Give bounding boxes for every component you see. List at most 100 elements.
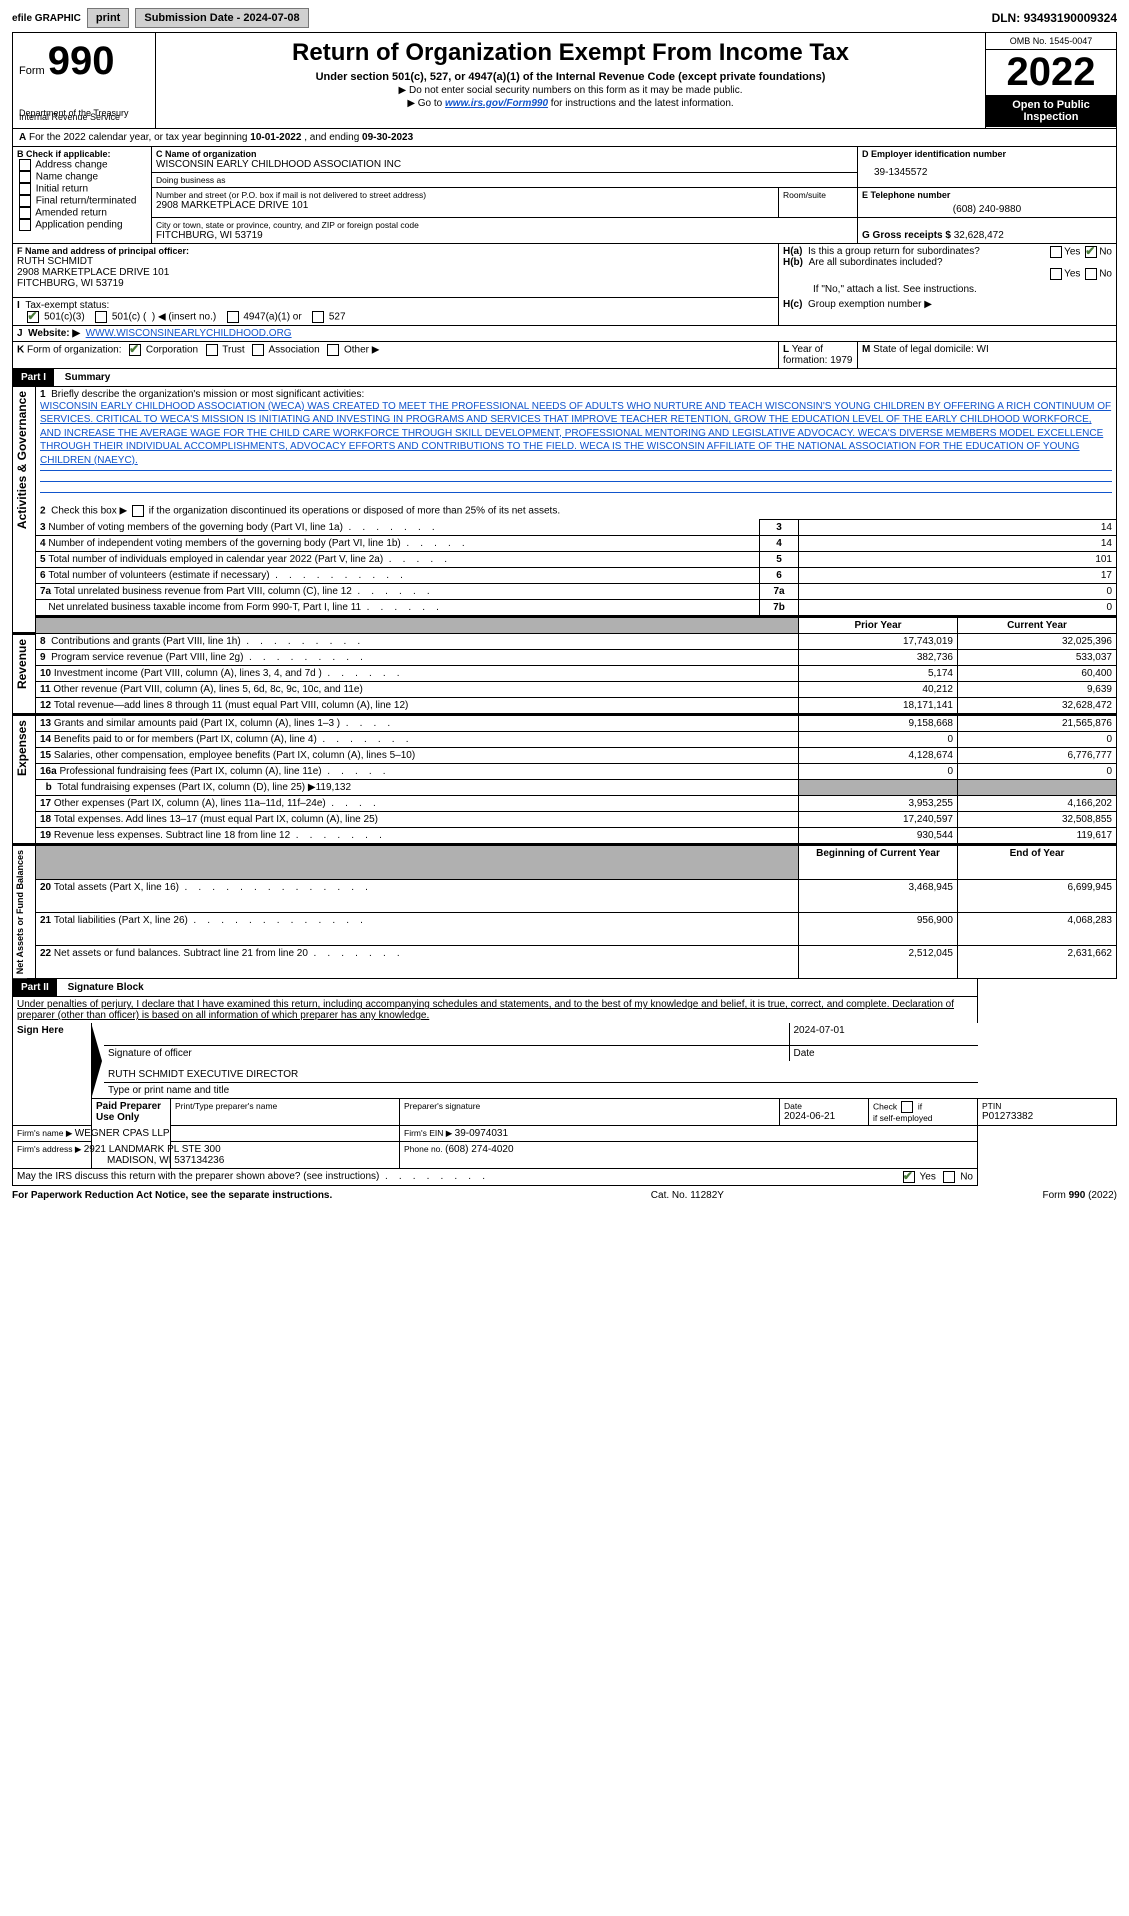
part2-table: Part II Signature Block Under penalties …: [12, 979, 1117, 1186]
period-begin: 10-01-2022: [250, 132, 301, 143]
dln-display: DLN: 93493190009324: [992, 11, 1117, 25]
website-link[interactable]: WWW.WISCONSINEARLYCHILDHOOD.ORG: [86, 328, 292, 339]
m-label: M: [862, 344, 870, 355]
gov-row-7a: 7a Total unrelated business revenue from…: [13, 584, 1117, 600]
hb-label: H(b): [783, 257, 803, 268]
firm-ein: 39-0974031: [455, 1128, 508, 1139]
checkbox-hb-no[interactable]: [1085, 268, 1097, 280]
form-number: Form 990: [19, 39, 149, 84]
gr2-v: 101: [799, 552, 1117, 568]
m-text: State of legal domicile:: [873, 344, 976, 355]
rr2-c: 60,400: [958, 666, 1117, 682]
header-grid: B Check if applicable: Address change Na…: [12, 147, 1117, 369]
rr4-p: 18,171,141: [799, 698, 958, 715]
gr4-t: Total unrelated business revenue from Pa…: [54, 586, 352, 597]
na2-c: 2,631,662: [958, 946, 1117, 979]
submission-date-button[interactable]: Submission Date - 2024-07-08: [135, 8, 308, 28]
na2-n: 22: [40, 948, 51, 959]
checkbox-address-change[interactable]: [19, 159, 31, 171]
checkbox-discontinued[interactable]: [132, 505, 144, 517]
checkbox-527[interactable]: [312, 311, 324, 323]
ein-value: 39-1345572: [862, 167, 1112, 178]
er2-t: Salaries, other compensation, employee b…: [54, 750, 415, 761]
checkbox-assoc[interactable]: [252, 344, 264, 356]
checkbox-trust[interactable]: [206, 344, 218, 356]
er1-p: 0: [799, 732, 958, 748]
irs-form990-link[interactable]: www.irs.gov/Form990: [445, 98, 548, 109]
checkbox-app-pending[interactable]: [19, 219, 31, 231]
checkbox-501c[interactable]: [95, 311, 107, 323]
rr4-n: 12: [40, 700, 51, 711]
m-state: WI: [977, 344, 989, 355]
checkbox-other[interactable]: [327, 344, 339, 356]
type-print-name-label: Type or print name and title: [104, 1083, 978, 1099]
checkbox-501c3[interactable]: [27, 311, 39, 323]
form-header: Form 990 Department of the Treasury Inte…: [12, 32, 1117, 129]
prep-date-value: 2024-06-21: [784, 1111, 864, 1122]
er7-n: 19: [40, 830, 51, 841]
er6-p: 17,240,597: [799, 812, 958, 828]
er1-c: 0: [958, 732, 1117, 748]
hc-label: H(c): [783, 299, 802, 310]
period-mid: , and ending: [301, 132, 362, 143]
na2-p: 2,512,045: [799, 946, 958, 979]
b-opt-initial-return: Initial return: [17, 183, 147, 195]
checkbox-corp[interactable]: [129, 344, 141, 356]
checkbox-ha-yes[interactable]: [1050, 246, 1062, 258]
dln-label: DLN:: [992, 11, 1024, 25]
checkbox-final-return[interactable]: [19, 195, 31, 207]
print-button[interactable]: print: [87, 8, 129, 28]
j-text: Website: ▶: [28, 328, 80, 339]
h-a-row: H(a) Is this a group return for subordin…: [783, 246, 1112, 257]
form-subtitle-1: Under section 501(c), 527, or 4947(a)(1)…: [166, 71, 975, 83]
checkbox-hb-yes[interactable]: [1050, 268, 1062, 280]
i-4947: 4947(a)(1) or: [243, 311, 301, 322]
col-current: Current Year: [958, 617, 1117, 634]
k-assoc: Association: [269, 344, 320, 355]
i-text: Tax-exempt status:: [25, 300, 109, 311]
submission-date-label: Submission Date -: [144, 12, 243, 24]
vlabel-net-assets: Net Assets or Fund Balances: [13, 846, 27, 978]
er3-n: 16a: [40, 766, 57, 777]
b-opt-application-pending: Application pending: [17, 219, 147, 231]
goto-suffix: for instructions and the latest informat…: [548, 98, 734, 109]
er0-p: 9,158,668: [799, 715, 958, 732]
city-value: FITCHBURG, WI 53719: [156, 230, 853, 241]
exp-row-14: 14 Benefits paid to or for members (Part…: [13, 732, 1117, 748]
org-name: WISCONSIN EARLY CHILDHOOD ASSOCIATION IN…: [156, 159, 853, 170]
ha-no: No: [1099, 247, 1112, 258]
gr3-t: Total number of volunteers (estimate if …: [48, 570, 269, 581]
checkbox-amended[interactable]: [19, 207, 31, 219]
dept-treasury-label: Department of the Treasury: [19, 108, 149, 118]
rr2-p: 5,174: [799, 666, 958, 682]
checkbox-initial-return[interactable]: [19, 183, 31, 195]
rr1-c: 533,037: [958, 650, 1117, 666]
firm-name-label: Firm's name ▶: [17, 1128, 75, 1138]
i-501c-suf: ) ◀ (insert no.): [152, 311, 216, 322]
checkbox-4947[interactable]: [227, 311, 239, 323]
gr0-v: 14: [799, 520, 1117, 536]
checkbox-name-change[interactable]: [19, 171, 31, 183]
firm-addr1: 2921 LANDMARK PL STE 300: [84, 1144, 221, 1155]
l-label: L: [783, 344, 789, 355]
b-opt-amended: Amended return: [17, 207, 147, 219]
checkbox-discuss-yes[interactable]: [903, 1171, 915, 1183]
checkbox-discuss-no[interactable]: [943, 1171, 955, 1183]
vlabel-expenses: Expenses: [13, 716, 31, 780]
prep-name-label: Print/Type preparer's name: [175, 1101, 395, 1111]
er1-t: Benefits paid to or for members (Part IX…: [54, 734, 317, 745]
k-text: Form of organization:: [27, 344, 122, 355]
checkbox-self-employed[interactable]: [901, 1101, 913, 1113]
k-trust: Trust: [222, 344, 244, 355]
na0-t: Total assets (Part X, line 16): [54, 882, 179, 893]
mission-statement: WISCONSIN EARLY CHILDHOOD ASSOCIATION (W…: [40, 401, 1111, 466]
b-opt-1-label: Name change: [36, 172, 98, 183]
gr3-v: 17: [799, 568, 1117, 584]
b-opt-final-return: Final return/terminated: [17, 195, 147, 207]
footer-mid: Cat. No. 11282Y: [651, 1190, 724, 1201]
gr1-n: 4: [40, 538, 46, 549]
col-begin: Beginning of Current Year: [799, 845, 958, 880]
er7-c: 119,617: [958, 828, 1117, 845]
checkbox-ha-no[interactable]: [1085, 246, 1097, 258]
gov-row-7b: Net unrelated business taxable income fr…: [13, 600, 1117, 617]
